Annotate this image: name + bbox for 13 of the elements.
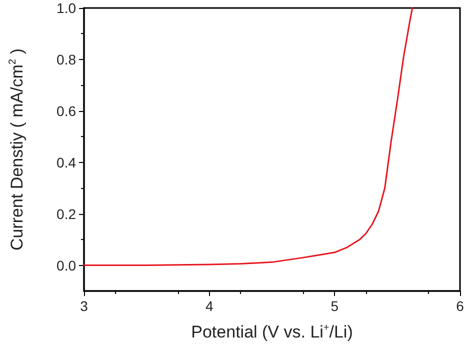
y-tick-label: 0.6 (56, 102, 76, 119)
x-tick-label: 4 (205, 298, 214, 314)
x-tick-label: 5 (330, 298, 339, 314)
y-tick-label: 1.0 (56, 0, 76, 16)
line-series (83, 7, 414, 266)
x-tick-label: 6 (456, 298, 464, 314)
x-tick-label: 3 (80, 298, 88, 314)
y-tick-label: 0.2 (56, 206, 76, 222)
x-axis-title: Potential (V vs. Li+/Li) (191, 322, 353, 342)
y-tick-label: 0.8 (56, 51, 76, 68)
y-tick-label: 0.4 (56, 154, 76, 170)
y-axis-title: Current Denstiy ( mA/cm2 ) (8, 48, 26, 251)
y-tick-label: 0.0 (56, 257, 76, 274)
